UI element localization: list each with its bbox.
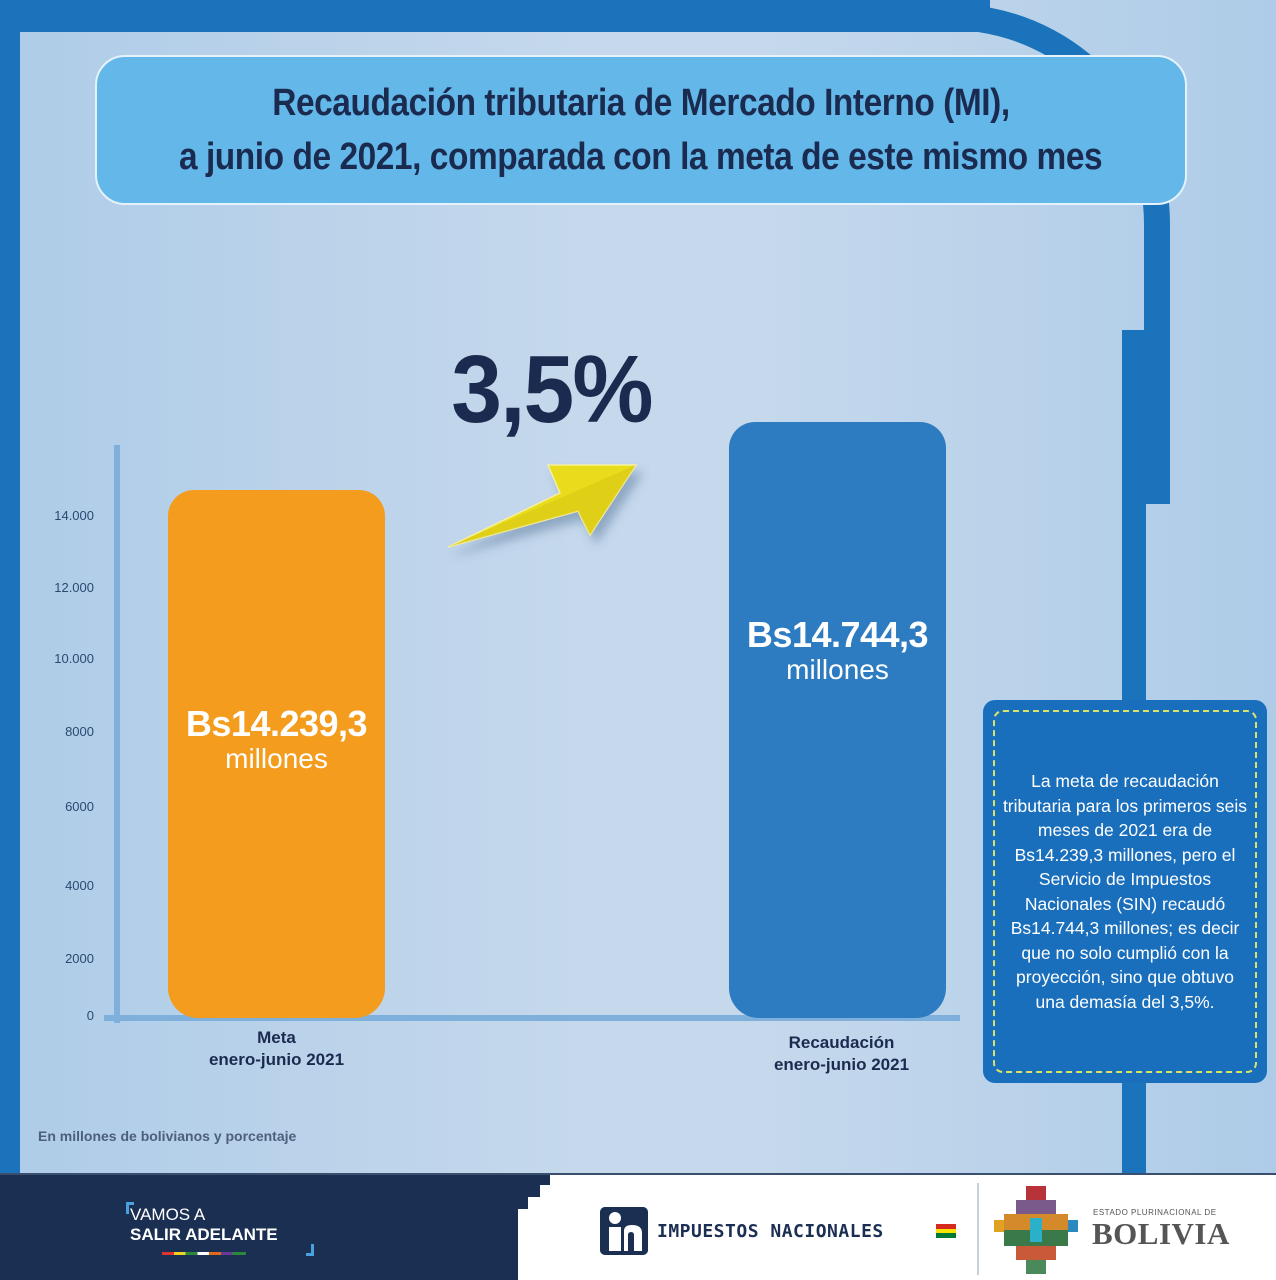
- y-tick: 10.000: [54, 651, 94, 666]
- state-label-big: BOLIVIA: [1092, 1216, 1230, 1251]
- state-label-small: ESTADO PLURINACIONAL DE: [1093, 1208, 1217, 1217]
- wiphala-strip: [162, 1252, 246, 1255]
- growth-percentage: 3,5%: [451, 336, 653, 443]
- slogan: VAMOS A SALIR ADELANTE: [130, 1205, 278, 1245]
- y-tick: 14.000: [54, 508, 94, 523]
- frame-left-border: [0, 0, 20, 1175]
- bar-recaudacion: Bs14.744,3 millones: [729, 422, 946, 1018]
- bar-label-line1: Recaudación: [788, 1033, 895, 1052]
- bracket-decoration: [126, 1202, 134, 1214]
- bar-label-recaudacion: Recaudación enero-junio 2021: [733, 1032, 950, 1076]
- bar-label-meta: Meta enero-junio 2021: [168, 1027, 385, 1071]
- bolivia-emblem-icon: [994, 1186, 1078, 1274]
- bolivia-flag-icon: [936, 1224, 956, 1238]
- bar-unit: millones: [225, 743, 328, 774]
- chart-note: En millones de bolivianos y porcentaje: [38, 1128, 297, 1144]
- arrow-up-right-icon: [447, 464, 638, 548]
- y-tick: 8000: [65, 724, 94, 739]
- x-axis: [104, 1015, 960, 1021]
- info-box: La meta de recaudación tributaria para l…: [983, 700, 1267, 1083]
- slogan-line2: SALIR ADELANTE: [130, 1225, 278, 1244]
- footer-step: [510, 1197, 528, 1209]
- slogan-line1: VAMOS A: [130, 1205, 206, 1224]
- y-tick: 2000: [65, 951, 94, 966]
- y-tick: 12.000: [54, 580, 94, 595]
- bracket-decoration: [306, 1244, 314, 1256]
- impuestos-nacionales-logo-icon: [600, 1207, 648, 1255]
- y-tick: 6000: [65, 799, 94, 814]
- bar-unit: millones: [786, 654, 889, 685]
- bar-label-line2: enero-junio 2021: [773, 1055, 910, 1074]
- bar-meta: Bs14.239,3 millones: [168, 490, 385, 1018]
- bar-label-line2: enero-junio 2021: [208, 1050, 345, 1069]
- bar-value: Bs14.239,3: [185, 703, 368, 744]
- info-text: La meta de recaudación tributaria para l…: [1002, 771, 1248, 1012]
- footer-step: [510, 1185, 540, 1197]
- y-tick: 0: [86, 1008, 94, 1023]
- footer-step: [510, 1209, 518, 1280]
- org-name: IMPUESTOS NACIONALES: [657, 1221, 884, 1242]
- y-tick: 4000: [65, 878, 94, 893]
- bar-value: Bs14.744,3: [746, 614, 929, 655]
- title-box: Recaudación tributaria de Mercado Intern…: [95, 55, 1187, 205]
- info-box-border: La meta de recaudación tributaria para l…: [993, 710, 1257, 1073]
- page-title-line1: Recaudación tributaria de Mercado Intern…: [272, 82, 1010, 124]
- footer-step: [510, 1175, 550, 1185]
- footer-divider: [977, 1183, 979, 1275]
- bar-label-line1: Meta: [257, 1028, 296, 1047]
- y-axis: [114, 445, 120, 1023]
- page-title-line2: a junio de 2021, comparada con la meta d…: [179, 136, 1103, 178]
